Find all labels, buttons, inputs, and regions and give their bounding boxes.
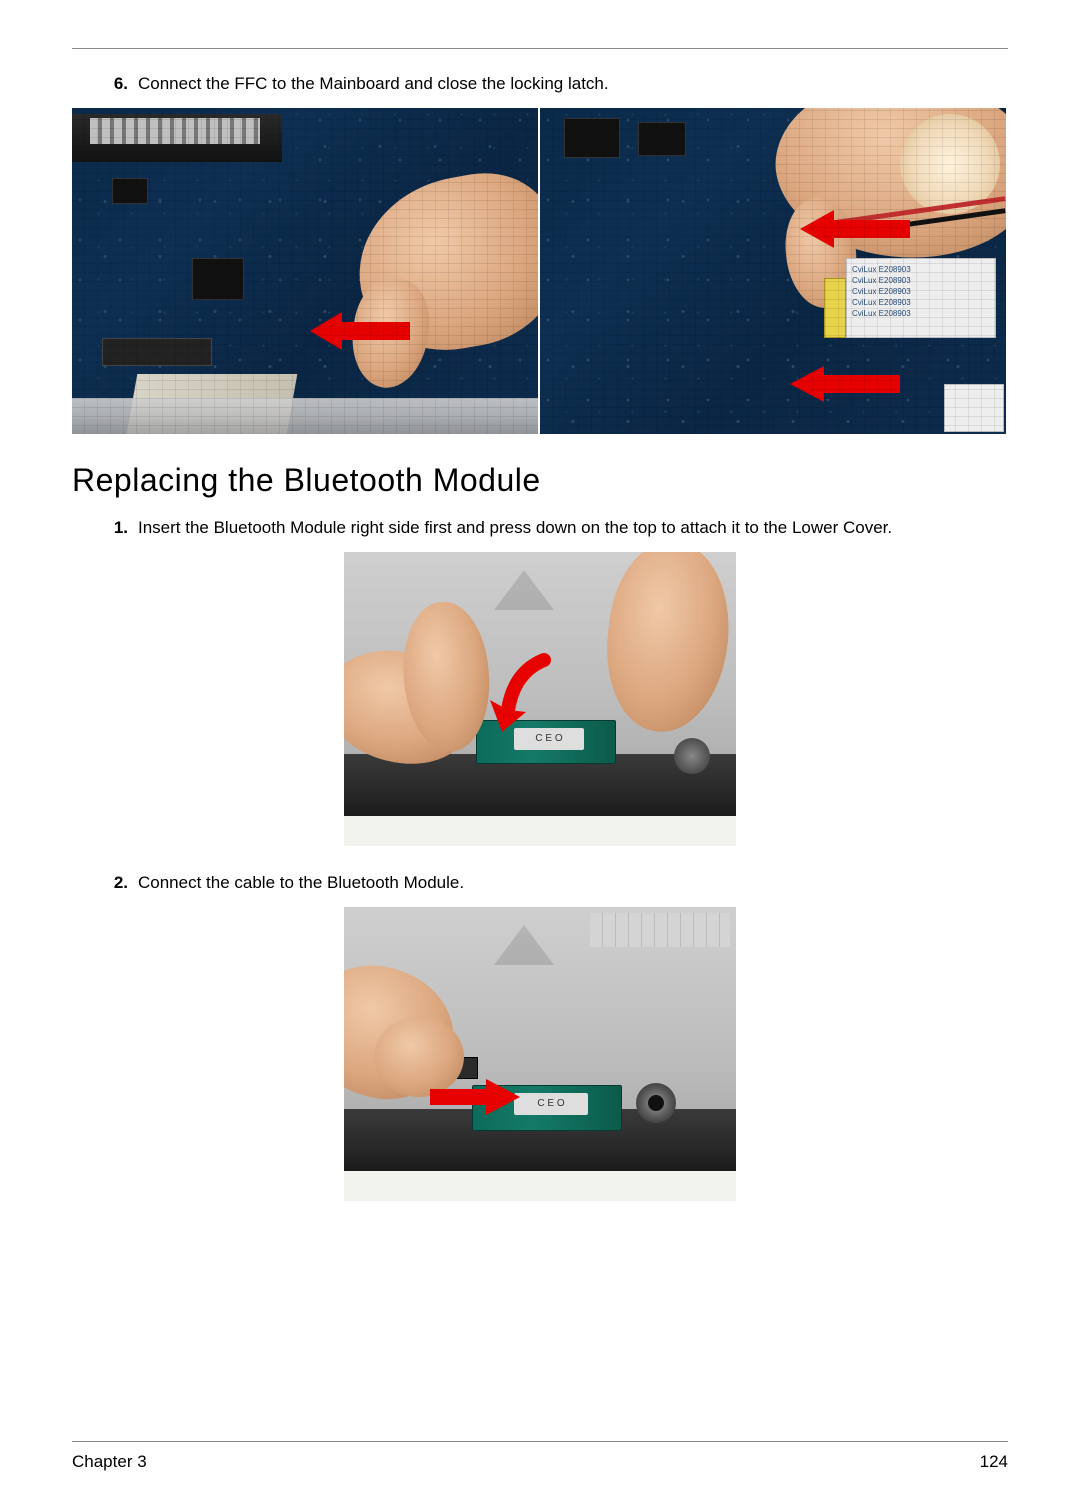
- image-bt-cable-wrap: C E O: [72, 907, 1008, 1201]
- arrow-right-icon: [430, 1075, 520, 1119]
- page: 6. Connect the FFC to the Mainboard and …: [0, 0, 1080, 1512]
- chip-icon: [564, 118, 620, 158]
- step-text: Connect the FFC to the Mainboard and clo…: [138, 73, 1008, 96]
- footer-page-number: 124: [980, 1452, 1008, 1472]
- image-bt-insert-wrap: C E O: [72, 552, 1008, 846]
- socket-icon: [102, 338, 212, 366]
- footer-chapter: Chapter 3: [72, 1452, 147, 1472]
- chassis-strip: [72, 398, 538, 434]
- section-heading: Replacing the Bluetooth Module: [72, 462, 1008, 499]
- label-text: CviLux E208903CviLux E208903CviLux E2089…: [852, 264, 990, 332]
- step-text: Insert the Bluetooth Module right side f…: [138, 517, 1008, 540]
- step-number: 1.: [100, 517, 128, 540]
- step-2: 2. Connect the cable to the Bluetooth Mo…: [100, 872, 1008, 895]
- image-ffc-right: CviLux E208903CviLux E208903CviLux E2089…: [540, 108, 1006, 434]
- image-bt-insert: C E O: [344, 552, 736, 846]
- arrow-left-icon: [790, 362, 900, 406]
- chip-icon: [638, 122, 686, 156]
- plastic-triangle-icon: [494, 925, 554, 965]
- module-label: C E O: [514, 1093, 588, 1115]
- rule-top: [72, 48, 1008, 49]
- finger-right-icon: [598, 552, 736, 738]
- table-surface: [344, 1171, 736, 1201]
- chip-icon: [192, 258, 244, 300]
- plastic-triangle-icon: [494, 570, 554, 610]
- grid-label-icon: [590, 913, 730, 947]
- yellow-tag-icon: [824, 278, 846, 338]
- screw-boss-icon: [674, 738, 710, 774]
- arrow-left-icon: [800, 206, 910, 252]
- image-pair-ffc: CviLux E208903CviLux E208903CviLux E2089…: [72, 108, 1008, 434]
- image-bt-cable: C E O: [344, 907, 736, 1201]
- chip-icon: [112, 178, 148, 204]
- connector-tabs: [90, 118, 260, 144]
- step-1: 1. Insert the Bluetooth Module right sid…: [100, 517, 1008, 540]
- rule-bottom: [72, 1441, 1008, 1442]
- arrow-left-icon: [310, 306, 410, 356]
- small-label: [944, 384, 1004, 432]
- step-number: 6.: [100, 73, 128, 96]
- step-text: Connect the cable to the Bluetooth Modul…: [138, 872, 1008, 895]
- step-number: 2.: [100, 872, 128, 895]
- arrow-curved-down-icon: [484, 652, 574, 752]
- image-ffc-left: [72, 108, 538, 434]
- step-6: 6. Connect the FFC to the Mainboard and …: [100, 73, 1008, 96]
- table-surface: [344, 816, 736, 846]
- screw-hole-icon: [648, 1095, 664, 1111]
- page-footer: Chapter 3 124: [72, 1441, 1008, 1472]
